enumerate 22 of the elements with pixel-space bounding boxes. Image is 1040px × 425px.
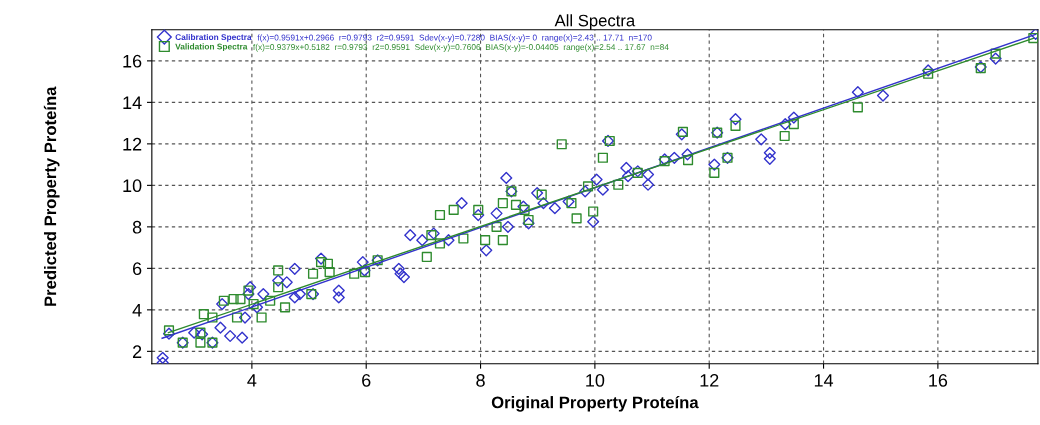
y-tick-label: 6: [132, 262, 142, 276]
annotation: f(x)=0.9591x+0.2966 r=0.9793 r2=0.9591 Sdev(x-y)=0.7280 BIAS(x-y)= 0 range(x)=2.43 .. 17.71 n=170: [257, 34, 652, 43]
x-tick-label: 16: [929, 374, 948, 387]
legend-label: Validation Spectra: [175, 43, 248, 52]
x-tick-label: 6: [362, 374, 371, 387]
x-tick-label: 12: [700, 374, 719, 387]
y-tick-label: 10: [123, 179, 142, 193]
y-tick-label: 2: [132, 345, 142, 358]
y-tick-label: 12: [123, 137, 142, 151]
x-tick-label: 8: [476, 374, 485, 387]
annotation: f(x)=0.9379x+0.5182 r=0.9793 r2=0.9591 Sdev(x-y)=0.7606 BIAS(x-y)=-0.04405 range(x)=2.54 .. 17.67 n=84: [253, 43, 669, 52]
chart-title: All Spectra: [554, 14, 636, 30]
x-axis-title: Original Property Proteína: [491, 395, 699, 412]
y-tick-label: 8: [132, 220, 142, 234]
y-tick-label: 14: [123, 96, 142, 109]
y-axis-title: Predicted Property Proteína: [43, 86, 60, 306]
x-tick-label: 14: [814, 374, 834, 387]
x-tick-label: 4: [247, 374, 257, 387]
legend-label: Calibration Spectra: [175, 33, 252, 42]
y-tick-label: 16: [123, 54, 142, 68]
y-tick-label: 4: [132, 303, 142, 317]
x-tick-label: 10: [586, 374, 605, 387]
